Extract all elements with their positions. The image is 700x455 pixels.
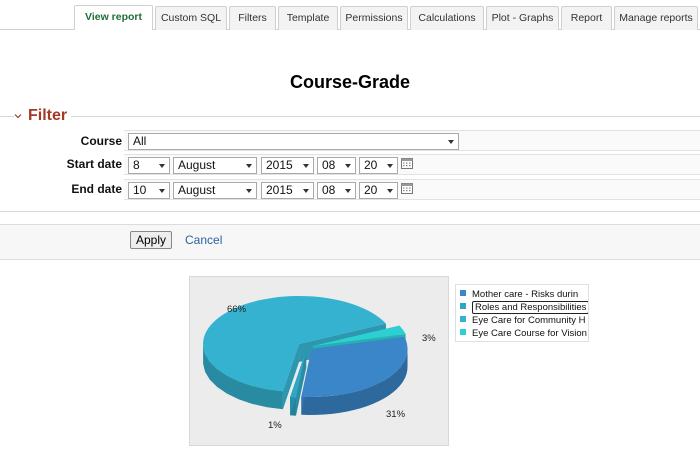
legend-swatch <box>460 329 466 336</box>
legend-swatch <box>460 316 466 323</box>
data-label-66: 66% <box>227 304 247 315</box>
filter-legend-text: Filter <box>28 107 68 124</box>
pie-slice[interactable] <box>301 337 408 397</box>
tab-calculations[interactable]: Calculations <box>410 6 484 30</box>
tab-report[interactable]: Report <box>561 6 612 30</box>
chevron-down-icon <box>303 164 309 168</box>
filter-legend[interactable]: Filter <box>14 107 72 125</box>
pie-slice-wall <box>282 343 300 410</box>
start-month-select[interactable]: August <box>173 157 257 174</box>
chevron-down-icon <box>345 164 351 168</box>
legend-item[interactable]: Roles and Responsibilities <box>460 301 588 314</box>
end-minute-value: 20 <box>364 183 378 197</box>
pie-slice[interactable] <box>312 325 406 346</box>
legend-swatch <box>460 290 466 297</box>
start-minute-value: 20 <box>364 158 378 172</box>
legend-label: Mother care - Risks durin <box>472 289 579 300</box>
data-label-3: 3% <box>422 333 436 344</box>
tab-manage-reports[interactable]: Manage reports <box>614 6 698 30</box>
start-day-select[interactable]: 8 <box>128 157 170 174</box>
end-day-select[interactable]: 10 <box>128 182 170 199</box>
start-hour-select[interactable]: 08 <box>317 157 356 174</box>
chevron-down-icon <box>159 164 165 168</box>
data-label-31: 31% <box>386 409 406 420</box>
legend-label: Roles and Responsibilities <box>472 301 588 314</box>
end-month-value: August <box>178 183 216 197</box>
start-year-select[interactable]: 2015 <box>261 157 314 174</box>
chevron-down-icon <box>246 164 252 168</box>
tab-permissions[interactable]: Permissions <box>340 6 408 30</box>
tab-template[interactable]: Template <box>278 6 338 30</box>
course-label: Course <box>80 134 122 148</box>
start-month-value: August <box>178 158 216 172</box>
calendar-icon[interactable] <box>401 157 413 169</box>
legend-label: Eye Care for Community H <box>472 315 586 326</box>
chevron-down-icon <box>387 164 393 168</box>
tab-filters[interactable]: Filters <box>229 6 276 30</box>
apply-button[interactable]: Apply <box>130 231 173 249</box>
chevron-down-icon <box>387 189 393 193</box>
end-day-value: 10 <box>133 183 147 197</box>
start-hour-value: 08 <box>322 158 336 172</box>
chevron-down-icon <box>14 112 22 120</box>
start-year-value: 2015 <box>266 158 293 172</box>
calendar-icon[interactable] <box>401 182 413 194</box>
tab-bar: View report Custom SQL Filters Template … <box>0 0 700 30</box>
legend-label: Eye Care Course for Vision <box>472 328 587 339</box>
course-select[interactable]: All <box>128 133 459 150</box>
pie-chart <box>189 276 449 446</box>
end-year-value: 2015 <box>266 183 293 197</box>
filter-bottom-divider <box>0 211 700 212</box>
tab-custom-sql[interactable]: Custom SQL <box>155 6 227 30</box>
chevron-down-icon <box>345 189 351 193</box>
chevron-down-icon <box>246 189 252 193</box>
legend-item[interactable]: Eye Care Course for Vision <box>460 327 587 340</box>
pie-slice[interactable] <box>290 349 307 398</box>
data-label-1: 1% <box>268 420 282 431</box>
end-date-label: End date <box>71 182 122 196</box>
filter-divider <box>0 116 700 117</box>
pie-slice[interactable] <box>203 295 386 392</box>
chevron-down-icon <box>303 189 309 193</box>
legend-swatch <box>460 303 466 310</box>
page-title: Course-Grade <box>289 72 411 92</box>
end-hour-select[interactable]: 08 <box>317 182 356 199</box>
action-bar <box>0 224 700 260</box>
chevron-down-icon <box>159 189 165 193</box>
chevron-down-icon <box>448 140 454 144</box>
tab-view-report[interactable]: View report <box>74 5 153 30</box>
end-minute-select[interactable]: 20 <box>359 182 398 199</box>
end-month-select[interactable]: August <box>173 182 257 199</box>
legend-item[interactable]: Mother care - Risks durin <box>460 288 578 301</box>
end-hour-value: 08 <box>322 183 336 197</box>
tab-plot-graphs[interactable]: Plot - Graphs <box>486 6 559 30</box>
end-year-select[interactable]: 2015 <box>261 182 314 199</box>
pie-slice-side <box>301 348 408 415</box>
start-date-label: Start date <box>66 157 122 171</box>
pie-chart-svg <box>203 295 408 416</box>
start-minute-select[interactable]: 20 <box>359 157 398 174</box>
pie-slice-side <box>203 345 283 410</box>
cancel-link[interactable]: Cancel <box>185 233 223 247</box>
start-day-value: 8 <box>133 158 140 172</box>
legend-item[interactable]: Eye Care for Community H <box>460 314 586 327</box>
chart-legend: Mother care - Risks durin Roles and Resp… <box>455 284 589 342</box>
course-select-value: All <box>133 134 147 148</box>
